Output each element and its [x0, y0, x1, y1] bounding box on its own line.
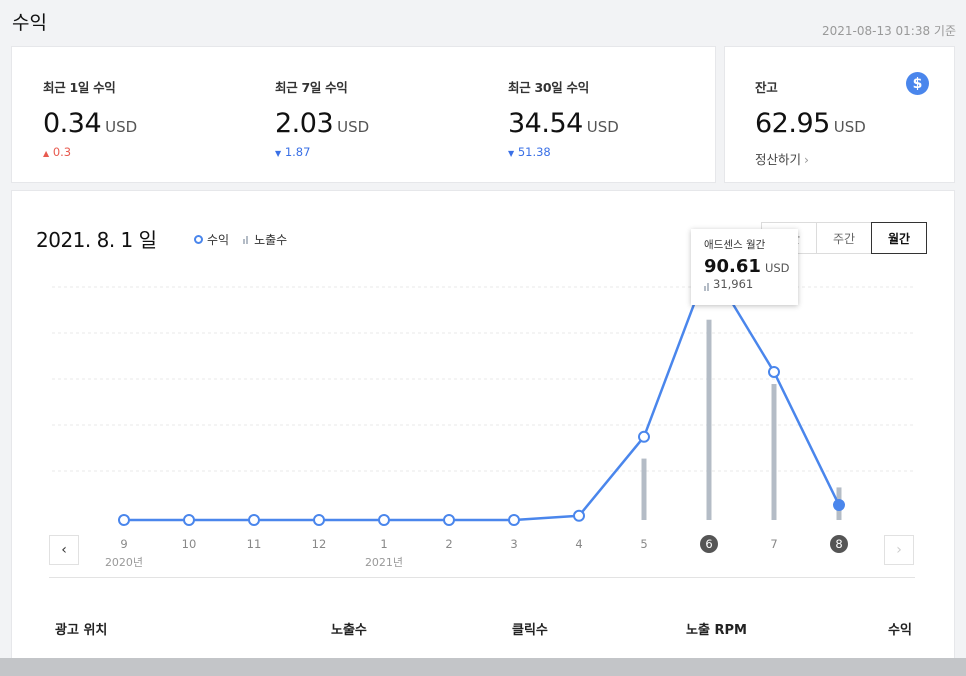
revenue-point: [833, 499, 845, 512]
balance-card: 잔고 62.95 USD 정산하기 › $: [724, 46, 955, 183]
balance-label: 잔고: [755, 80, 778, 95]
col-header-rpm[interactable]: 노출 RPM: [686, 623, 747, 638]
balance-value: 62.95: [755, 108, 830, 139]
x-tick-label: 5: [640, 537, 647, 551]
year-label: 2021년: [365, 556, 403, 569]
tab-monthly[interactable]: 월간: [871, 222, 927, 254]
x-tick-label: 10: [182, 537, 197, 551]
chart-card: 2021. 8. 1 일 수익 노출수 일간 주간 월간 애드센스 월간 90.…: [11, 190, 955, 660]
impressions-icon: [704, 283, 710, 291]
col-header-impressions[interactable]: 노출수: [331, 623, 367, 638]
col-header-revenue[interactable]: 수익: [888, 623, 912, 638]
x-tick-label: 12: [312, 537, 327, 551]
impressions-bar: [706, 319, 712, 520]
year-label: 2020년: [105, 556, 143, 569]
bottom-bar: [0, 658, 966, 676]
dollar-icon: $: [906, 72, 929, 95]
caret-down-icon: ▼: [508, 149, 515, 158]
revenue-point: [183, 514, 195, 526]
x-tick-label: 9: [120, 537, 127, 551]
stat-30day: 최근 30일 수익 34.54 USD ▼ 51.38: [508, 77, 619, 159]
stat-delta: ▲ 0.3: [43, 145, 72, 159]
stat-label: 최근 1일 수익: [43, 80, 116, 95]
chevron-left-icon[interactable]: ‹: [49, 535, 79, 565]
x-tick-label: 2: [445, 537, 452, 551]
tab-weekly[interactable]: 주간: [816, 222, 872, 254]
page-title: 수익: [12, 12, 47, 34]
impressions-legend-icon: [243, 235, 249, 244]
month-badge: [830, 535, 848, 553]
chart-tooltip: 애드센스 월간 90.61 USD 31,961: [691, 229, 798, 305]
revenue-point: [443, 514, 455, 526]
stat-7day: 최근 7일 수익 2.03 USD ▼ 1.87: [275, 77, 369, 159]
chart-legend: 수익 노출수: [194, 231, 287, 248]
stat-delta: ▼ 51.38: [508, 145, 551, 159]
revenue-point: [313, 514, 325, 526]
revenue-point: [638, 430, 650, 443]
stat-unit: USD: [337, 118, 370, 136]
stat-unit: USD: [105, 118, 138, 136]
revenue-point: [118, 514, 130, 526]
col-header-clicks[interactable]: 클릭수: [512, 623, 548, 638]
settle-link[interactable]: 정산하기 ›: [755, 152, 810, 167]
legend-revenue: 수익: [207, 233, 230, 247]
tooltip-impressions: 31,961: [704, 277, 798, 291]
x-tick-label: 11: [247, 537, 262, 551]
stat-label: 최근 30일 수익: [508, 80, 589, 95]
revenue-point: [378, 514, 390, 526]
as-of-timestamp: 2021-08-13 01:38 기준: [821, 24, 956, 38]
x-tick-label: 1: [380, 537, 387, 551]
stat-value: 2.03: [275, 108, 334, 139]
x-tick-label: 8: [835, 537, 842, 551]
revenue-legend-icon: [194, 235, 203, 244]
balance-unit: USD: [833, 118, 866, 136]
divider: [49, 577, 915, 578]
chevron-right-icon: ›: [804, 152, 810, 167]
revenue-point: [573, 509, 585, 522]
tooltip-title: 애드센스 월간: [704, 239, 766, 251]
impressions-bar: [771, 384, 777, 520]
stat-unit: USD: [586, 118, 619, 136]
x-tick-label: 6: [705, 537, 712, 551]
chevron-right-icon[interactable]: ›: [884, 535, 914, 565]
month-badge: [700, 535, 718, 553]
stat-label: 최근 7일 수익: [275, 80, 348, 95]
stat-delta: ▼ 1.87: [275, 145, 311, 159]
balance-stat: 잔고 62.95 USD 정산하기 ›: [755, 77, 866, 168]
x-tick-label: 4: [575, 537, 582, 551]
stat-value: 0.34: [43, 108, 102, 139]
stat-1day: 최근 1일 수익 0.34 USD ▲ 0.3: [43, 77, 137, 159]
x-tick-label: 3: [510, 537, 517, 551]
revenue-point: [508, 514, 520, 526]
summary-card: 최근 1일 수익 0.34 USD ▲ 0.3 최근 7일 수익 2.03 US…: [11, 46, 716, 183]
stat-value: 34.54: [508, 108, 583, 139]
col-header-placement[interactable]: 광고 위치: [55, 623, 108, 638]
tooltip-unit: USD: [764, 261, 790, 275]
legend-impressions: 노출수: [254, 233, 288, 247]
caret-up-icon: ▲: [43, 149, 50, 158]
impressions-bar: [641, 458, 647, 520]
tooltip-value: 90.61: [704, 256, 761, 277]
caret-down-icon: ▼: [275, 149, 282, 158]
x-tick-label: 7: [770, 537, 777, 551]
chart-date: 2021. 8. 1 일: [36, 228, 157, 252]
revenue-point: [768, 365, 780, 378]
revenue-point: [248, 514, 260, 526]
